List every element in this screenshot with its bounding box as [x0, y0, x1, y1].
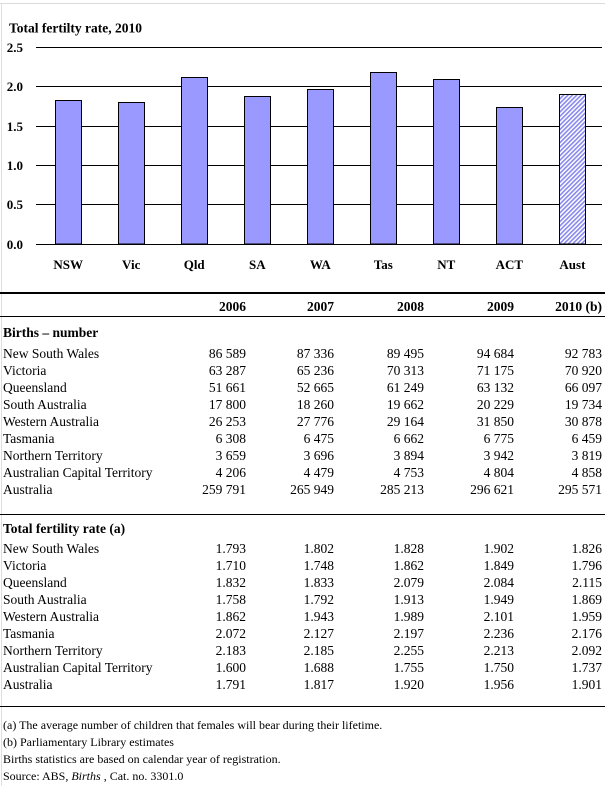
svg-text:ACT: ACT: [496, 257, 524, 272]
svg-text:1.5: 1.5: [7, 119, 24, 134]
svg-text:2.0: 2.0: [7, 79, 23, 94]
svg-text:0.0: 0.0: [7, 237, 23, 252]
svg-text:2.5: 2.5: [7, 40, 24, 55]
svg-text:Qld: Qld: [184, 257, 206, 272]
svg-text:SA: SA: [249, 257, 266, 272]
svg-text:NSW: NSW: [53, 257, 83, 272]
svg-text:Aust: Aust: [559, 257, 586, 272]
svg-text:1.0: 1.0: [7, 158, 23, 173]
svg-text:WA: WA: [310, 257, 332, 272]
svg-text:Vic: Vic: [122, 257, 141, 272]
svg-text:NT: NT: [437, 257, 455, 272]
svg-text:Total fertilty rate, 2010: Total fertilty rate, 2010: [9, 21, 142, 36]
svg-text:0.5: 0.5: [7, 197, 24, 212]
svg-text:Tas: Tas: [374, 257, 393, 272]
